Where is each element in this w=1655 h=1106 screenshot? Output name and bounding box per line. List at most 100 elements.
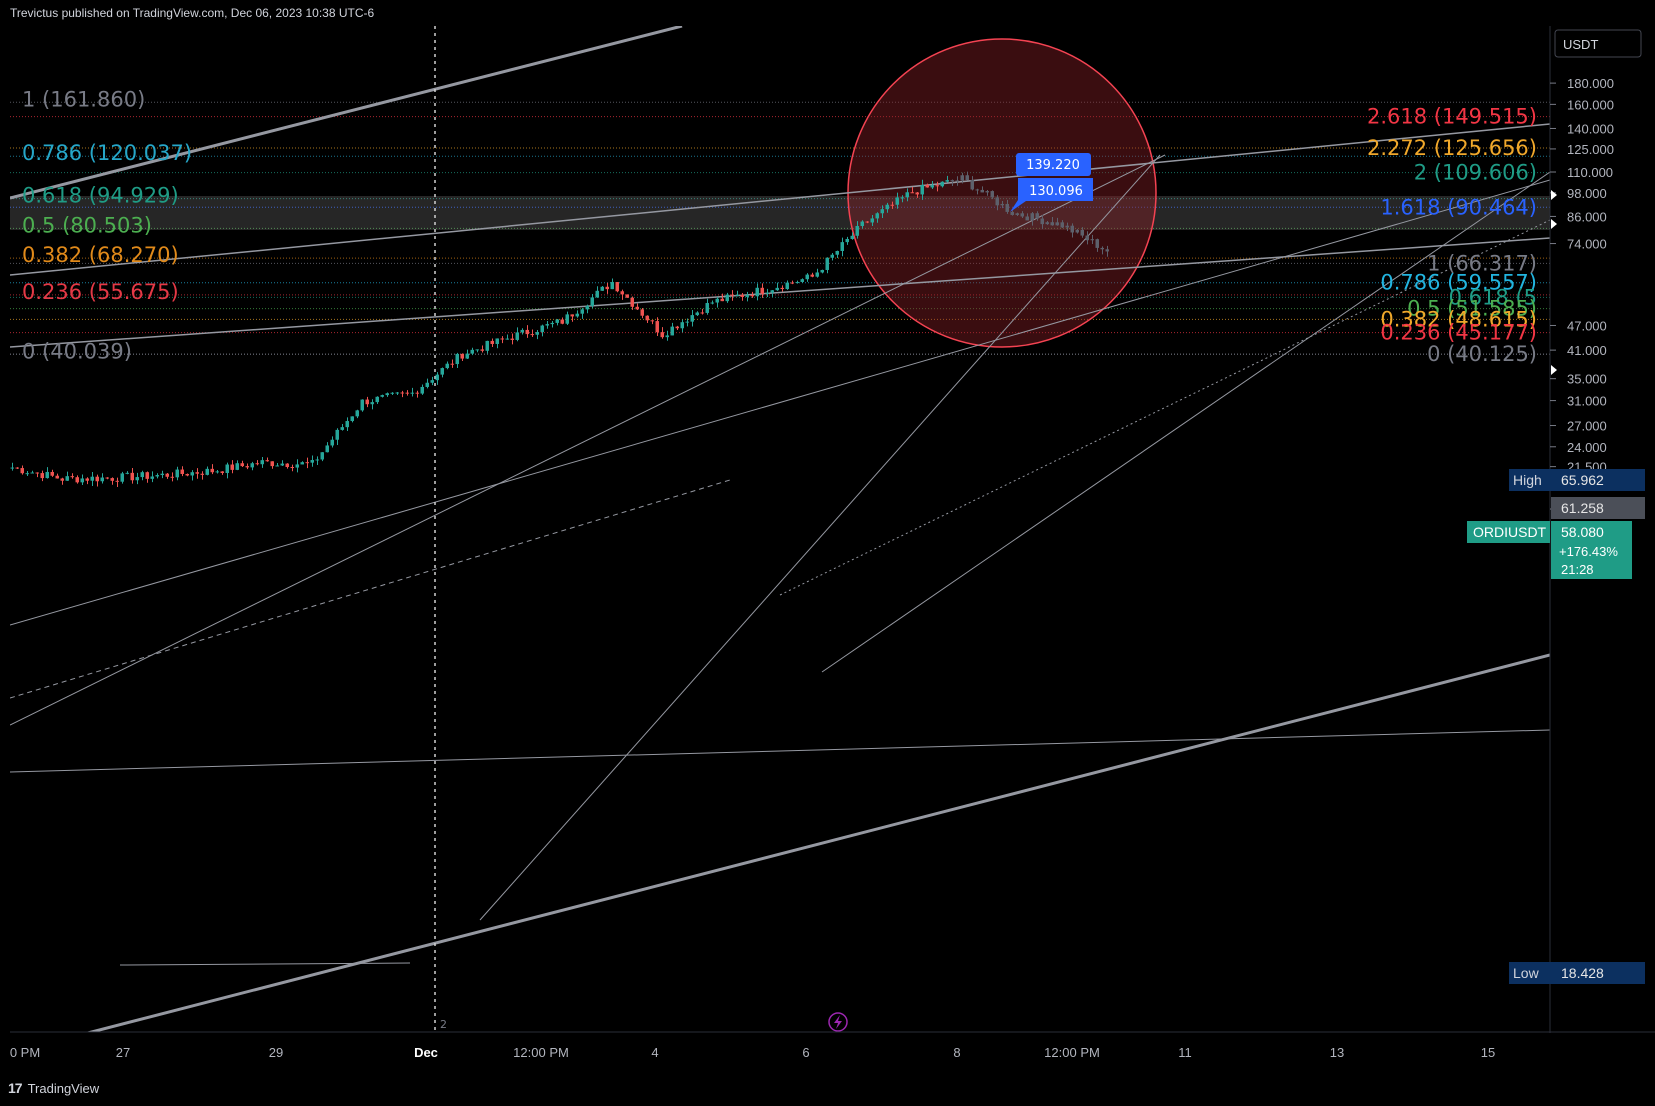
candle-body <box>90 476 94 481</box>
candle-body <box>845 238 849 243</box>
price-tick-label: 41.000 <box>1567 343 1607 358</box>
fib-left-label: 0.5 (80.503) <box>22 213 152 237</box>
time-label: 0 PM <box>10 1045 40 1060</box>
tradingview-logo-icon: 17 <box>8 1080 23 1096</box>
candle-body <box>60 478 64 481</box>
candle-body <box>855 225 859 236</box>
candle-body <box>770 290 774 293</box>
candle-body <box>545 324 549 326</box>
candle-body <box>70 476 74 478</box>
price-tick-label: 35.000 <box>1567 372 1607 387</box>
candle-body <box>1020 213 1024 217</box>
candle-body <box>140 472 144 478</box>
price-tick-label: 27.000 <box>1567 419 1607 434</box>
candle-body <box>1060 222 1064 228</box>
supply-zone <box>10 196 1550 230</box>
price-tick-label: 47.000 <box>1567 318 1607 333</box>
candle-body <box>995 197 999 206</box>
candle-body <box>705 302 709 313</box>
candle-body <box>740 294 744 297</box>
svg-text:130.096: 130.096 <box>1029 184 1083 199</box>
price-callout-bottom: 130.096 <box>1010 178 1093 212</box>
candle-body <box>1010 211 1014 215</box>
price-tick-label: 24.000 <box>1567 440 1607 455</box>
candle-body <box>985 191 989 193</box>
candle-body <box>950 180 954 182</box>
price-tick-label: 31.000 <box>1567 394 1607 409</box>
candle-body <box>410 392 414 394</box>
candle-body <box>835 250 839 255</box>
time-label: 12:00 PM <box>513 1045 569 1060</box>
time-axis[interactable] <box>0 1033 1655 1073</box>
price-callout-top: 139.220 <box>1016 153 1091 176</box>
highlight-circle <box>847 38 1157 348</box>
candle-body <box>585 305 589 310</box>
time-label: 15 <box>1481 1045 1495 1060</box>
candle-body <box>405 392 409 394</box>
candle-body <box>795 281 799 283</box>
candle-body <box>460 353 464 359</box>
candle-body <box>50 471 54 476</box>
svg-text:61.258: 61.258 <box>1561 500 1604 516</box>
candle-body <box>1100 247 1104 250</box>
price-tick-label: 86.000 <box>1567 209 1607 224</box>
low-badge: Low 18.428 <box>1509 962 1645 984</box>
candle-body <box>665 335 669 338</box>
candle-body <box>570 314 574 317</box>
price-tick-label: 140.000 <box>1567 121 1614 136</box>
candle-body <box>250 463 254 468</box>
svg-text:Low: Low <box>1513 965 1540 981</box>
candle-body <box>750 294 754 297</box>
brand-label: TradingView <box>27 1080 100 1096</box>
candle-body <box>525 329 529 335</box>
candle-body <box>820 269 824 273</box>
candle-body <box>685 321 689 323</box>
lightning-icon[interactable] <box>828 1012 848 1032</box>
currency-selector[interactable]: USDT <box>1554 29 1642 58</box>
fib-right-label: 2.618 (149.515) <box>1367 105 1537 129</box>
candle-body <box>590 297 594 306</box>
fib-right-label: 0.5 (51.585) <box>1407 297 1537 321</box>
axis-arrow-icon <box>1551 219 1557 229</box>
candle-body <box>815 272 819 277</box>
candle-body <box>910 192 914 194</box>
candle-body <box>1075 229 1079 233</box>
candle-body <box>660 332 664 338</box>
candle-body <box>1085 235 1089 241</box>
candle-body <box>630 297 634 307</box>
candle-body <box>645 315 649 321</box>
candle-body <box>530 334 534 336</box>
candle-body <box>435 374 439 381</box>
candle-body <box>360 399 364 411</box>
candle-body <box>365 399 369 405</box>
candle-body <box>825 257 829 270</box>
fib-left-label: 1 (161.860) <box>22 87 145 111</box>
candle-body <box>1070 225 1074 233</box>
candle-body <box>135 477 139 481</box>
candle-body <box>975 189 979 191</box>
candle-body <box>760 287 764 294</box>
candle-body <box>225 464 229 473</box>
candle-body <box>670 326 674 336</box>
candle-body <box>495 338 499 344</box>
candle-body <box>30 472 34 474</box>
candle-body <box>830 254 834 258</box>
svg-text:21:28: 21:28 <box>1561 562 1594 577</box>
trendline <box>10 179 1550 626</box>
candle-body <box>755 287 759 297</box>
candle-body <box>735 294 739 296</box>
lower-channel-line <box>85 653 1550 1032</box>
candle-body <box>520 329 524 333</box>
time-label: 4 <box>651 1045 658 1060</box>
trendlines <box>10 26 1550 1032</box>
candles <box>10 171 1109 487</box>
candle-body <box>710 302 714 304</box>
candle-body <box>900 197 904 199</box>
trendline <box>821 171 1550 673</box>
candle-body <box>440 368 444 375</box>
candle-body <box>350 416 354 422</box>
fib-left-label: 0.382 (68.270) <box>22 243 179 267</box>
candle-body <box>730 294 734 296</box>
candle-body <box>970 180 974 190</box>
